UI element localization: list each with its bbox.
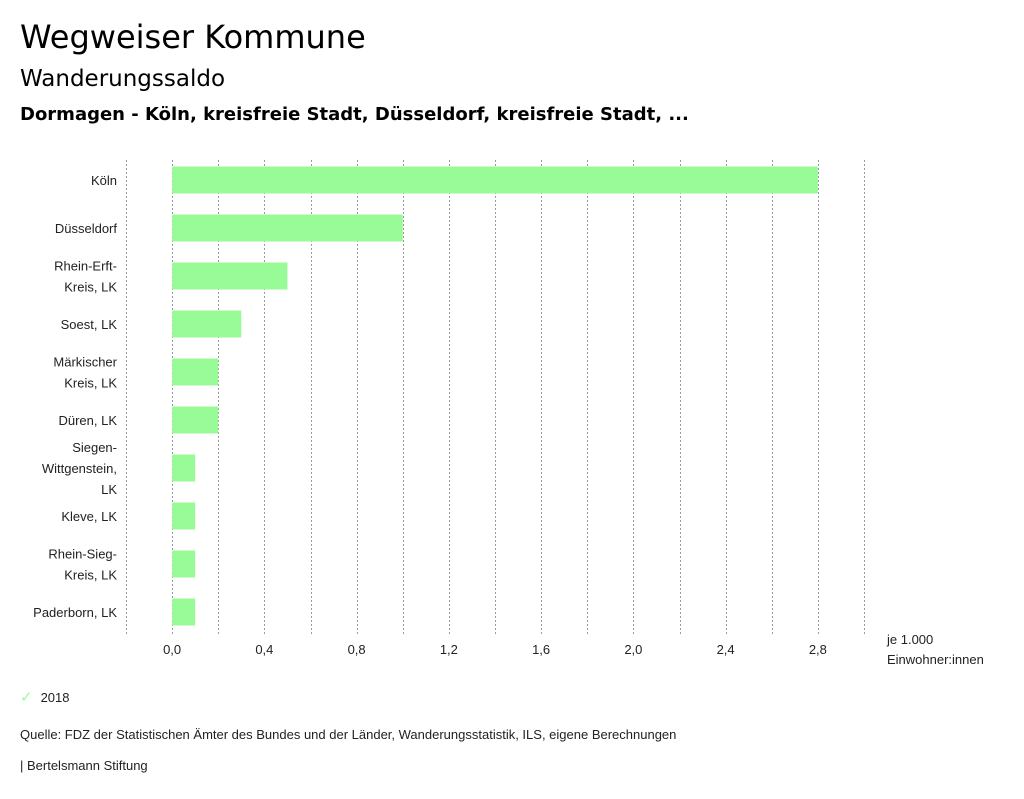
- bar: [172, 310, 242, 338]
- category-label: Düsseldorf: [55, 221, 118, 236]
- page-title: Wegweiser Kommune: [20, 18, 366, 56]
- chart-subtitle: Wanderungssaldo: [20, 66, 226, 92]
- x-tick-label: 2,8: [809, 642, 827, 657]
- category-label: Düren, LK: [58, 413, 117, 428]
- bar: [172, 550, 196, 578]
- legend-item-label: 2018: [40, 689, 70, 705]
- x-tick-label: 0,0: [163, 642, 181, 657]
- x-tick-label: 2,4: [717, 642, 735, 657]
- bar: [172, 454, 196, 482]
- category-label: LK: [101, 482, 117, 497]
- bar: [172, 262, 288, 290]
- publisher-note: | Bertelsmann Stiftung: [20, 758, 148, 773]
- category-label: Wittgenstein,: [42, 461, 117, 476]
- chart-legend[interactable]: ✓ 2018: [20, 688, 70, 706]
- check-icon: ✓: [20, 689, 33, 706]
- x-axis-unit-line1: je 1.000: [887, 632, 934, 647]
- category-label: Soest, LK: [61, 317, 118, 332]
- category-label: Rhein-Erft-: [54, 259, 117, 274]
- x-tick-label: 1,2: [440, 642, 458, 657]
- region-label: Dormagen - Köln, kreisfreie Stadt, Düsse…: [20, 104, 689, 125]
- bar: [172, 406, 219, 434]
- category-label: Kleve, LK: [61, 509, 117, 524]
- bar: [172, 598, 196, 626]
- category-label: Märkischer: [53, 355, 117, 370]
- x-tick-label: 0,8: [348, 642, 366, 657]
- x-tick-label: 2,0: [624, 642, 642, 657]
- source-note: Quelle: FDZ der Statistischen Ämter des …: [20, 727, 677, 742]
- category-label: Kreis, LK: [64, 280, 117, 295]
- x-tick-label: 1,6: [532, 642, 550, 657]
- bar: [172, 358, 219, 386]
- bar: [172, 502, 196, 530]
- bar-chart: Köln Düsseldorf Rhein-Erft- Kreis, LK Soest,…: [33, 160, 865, 657]
- bar: [172, 214, 403, 242]
- category-label: Kreis, LK: [64, 568, 117, 583]
- x-axis-unit-label: je 1.000 Einwohner:innen: [887, 630, 984, 670]
- category-label: Kreis, LK: [64, 376, 117, 391]
- category-label: Siegen-: [72, 440, 117, 455]
- x-tick-label: 0,4: [255, 642, 273, 657]
- category-label: Rhein-Sieg-: [48, 547, 117, 562]
- category-label: Köln: [91, 173, 117, 188]
- category-label: Paderborn, LK: [33, 605, 117, 620]
- bar: [172, 166, 818, 194]
- x-axis-unit-line2: Einwohner:innen: [887, 652, 984, 667]
